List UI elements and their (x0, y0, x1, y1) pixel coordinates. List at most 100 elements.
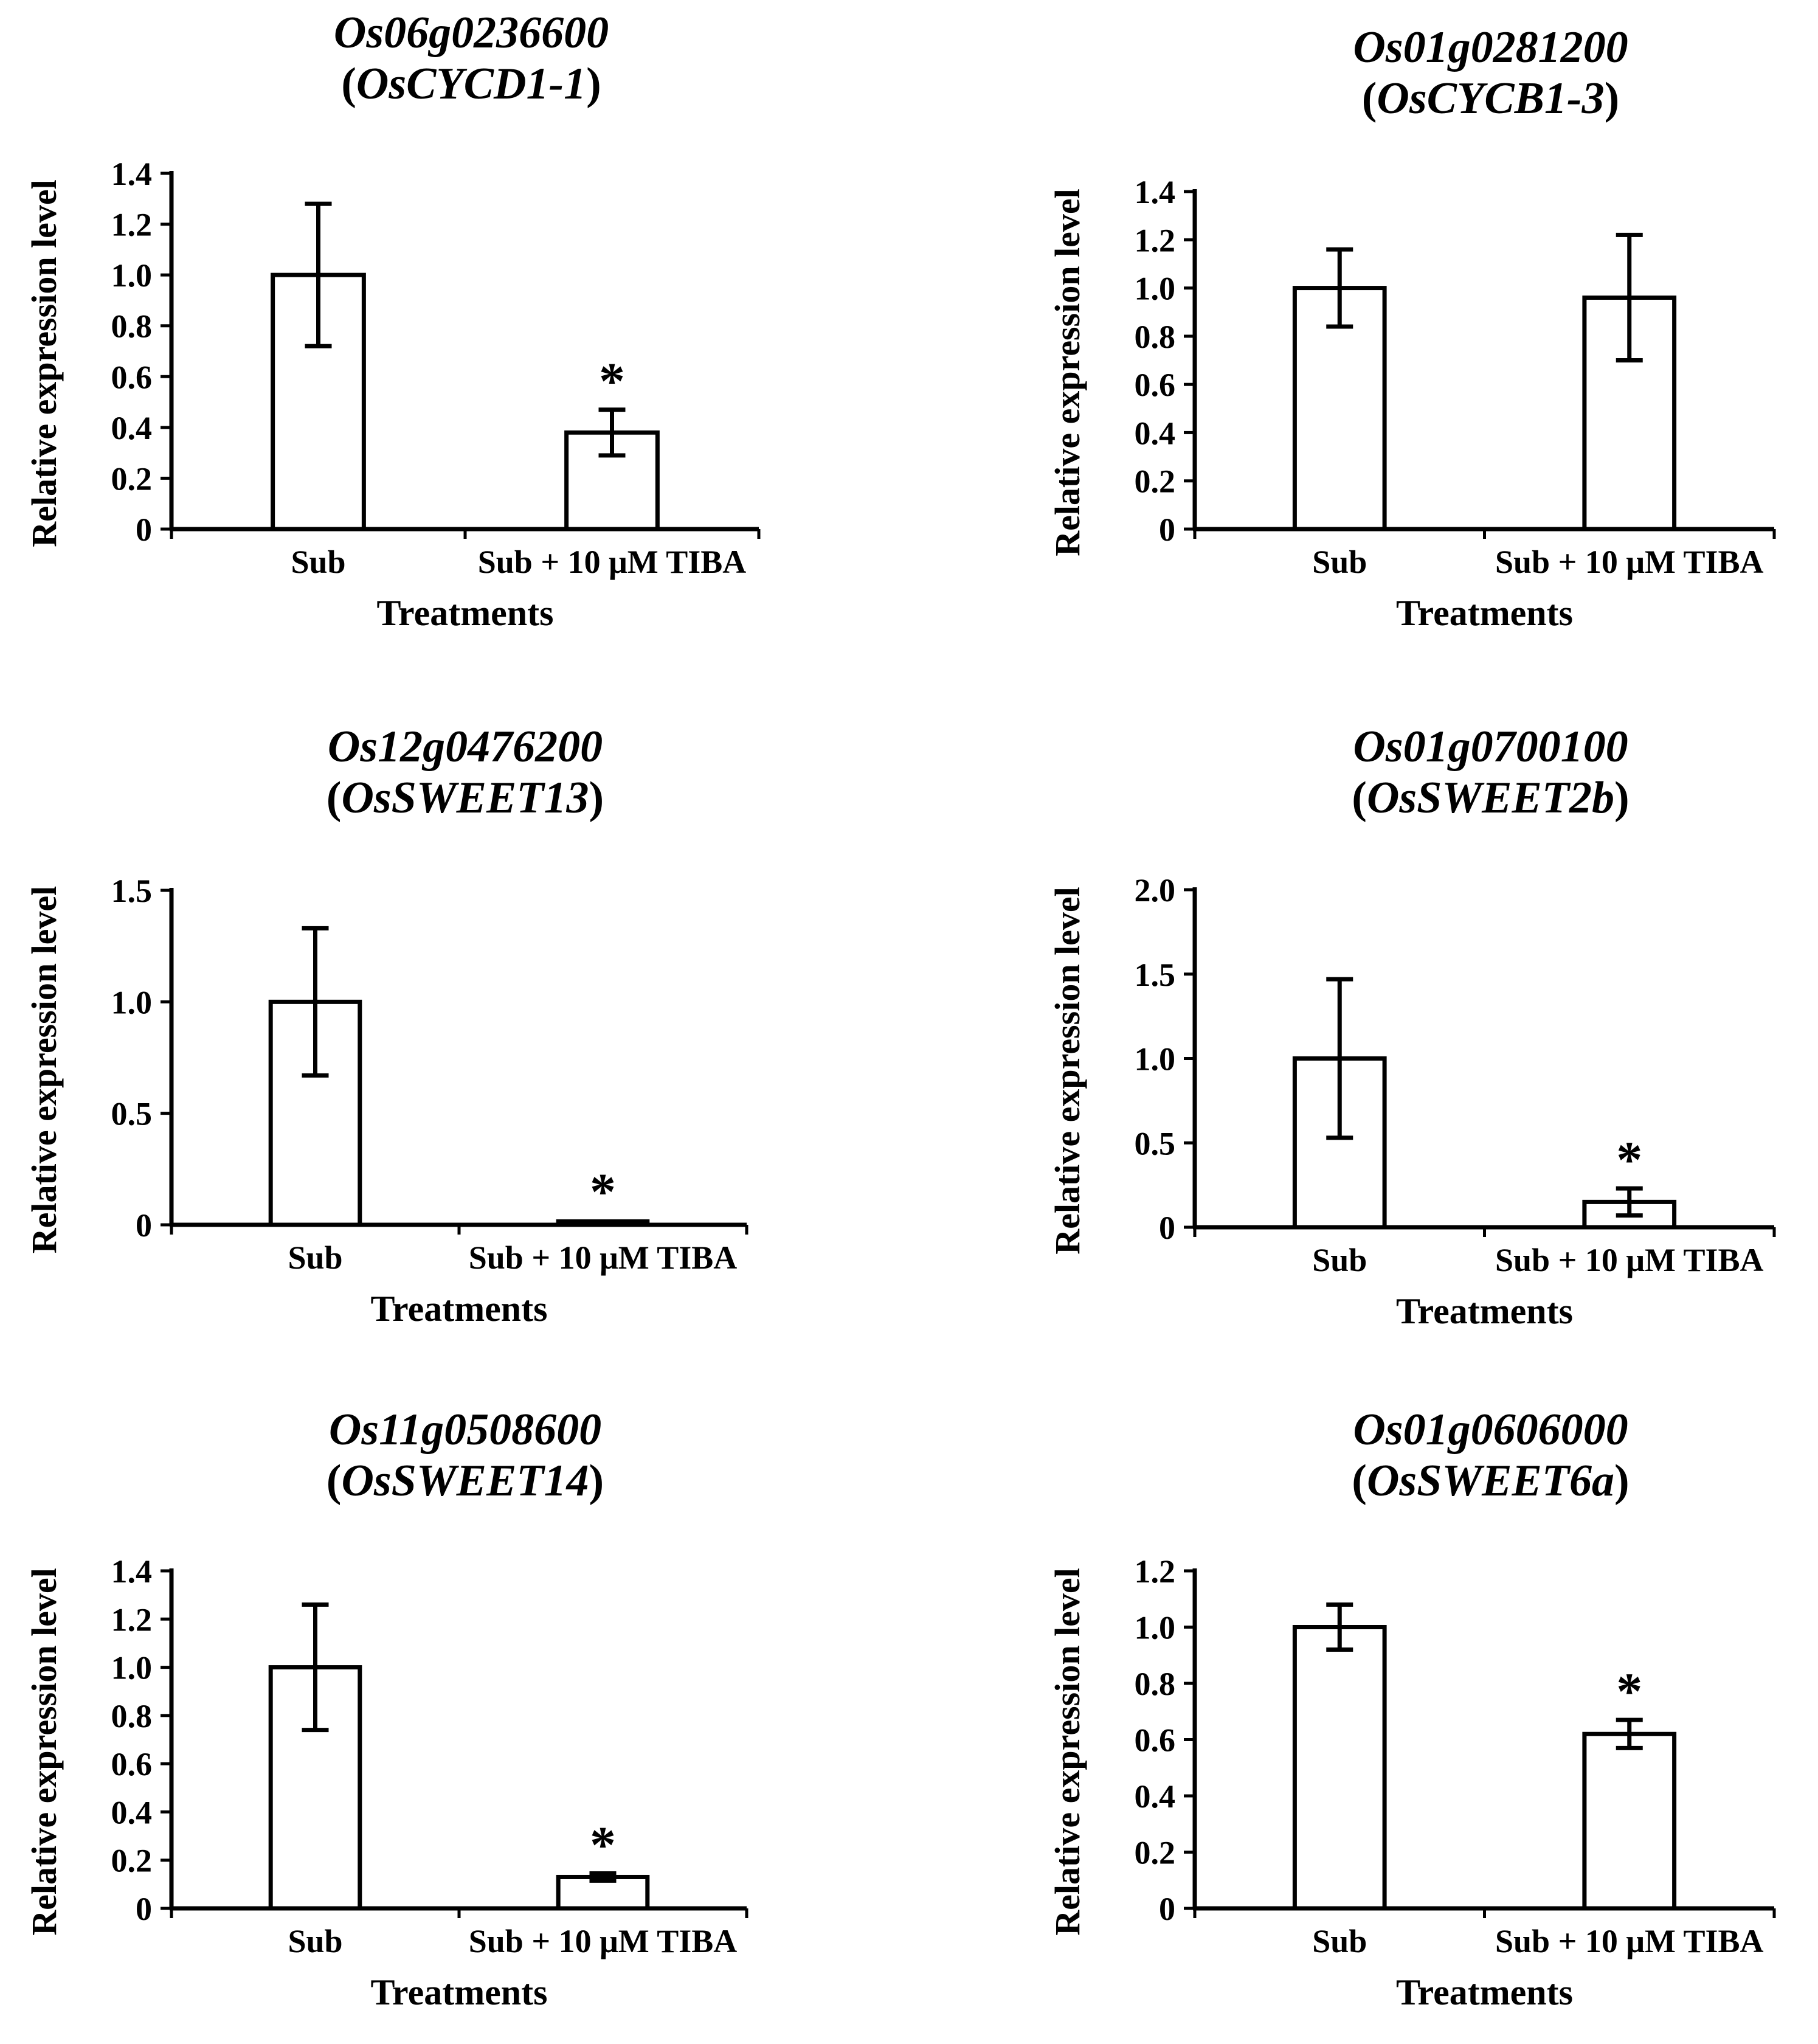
y-tick-label: 0.4 (111, 410, 153, 446)
y-tick-label: 1.4 (111, 156, 153, 192)
chart-title-gene: Os01g0281200 (1353, 23, 1628, 72)
y-tick-label: 0.2 (1135, 463, 1176, 500)
y-tick-label: 0.6 (111, 359, 153, 395)
x-category-label: Sub + 10 μM TIBA (469, 1923, 738, 1959)
chart-title-gene: Os06g0236600 (334, 8, 609, 58)
chart-panel-3: Os12g0476200(OsSWEET13) 0 0.5 1.0 1.5 Sub * Sub… (24, 722, 748, 1329)
error-bar (589, 1871, 617, 1883)
error-bar (302, 926, 329, 1078)
error-bar (302, 1602, 329, 1733)
significance-star: * (1616, 1131, 1642, 1189)
chart-title-gene: Os11g0508600 (329, 1405, 601, 1455)
y-tick-label: 1.2 (1135, 1553, 1176, 1590)
x-category-label: Sub (1312, 1923, 1367, 1959)
y-tick-label: 1.2 (111, 207, 153, 243)
y-tick-label: 0 (136, 511, 152, 548)
y-axis-label: Relative expression level (24, 179, 64, 547)
y-axis-label: Relative expression level (1048, 189, 1087, 556)
x-category-label: Sub + 10 μM TIBA (1495, 1923, 1764, 1959)
y-tick-label: 0 (136, 1207, 152, 1244)
x-category-label: Sub + 10 μM TIBA (1495, 544, 1764, 580)
x-category-label: Sub + 10 μM TIBA (478, 544, 747, 580)
x-category-label: Sub (291, 544, 345, 580)
y-tick-label: 1.5 (1135, 957, 1176, 993)
y-tick-label: 0 (136, 1891, 152, 1927)
chart-panel-4: Os01g0700100(OsSWEET2b) 0 0.5 1.0 1.5 2.0 Sub *… (1048, 722, 1776, 1331)
bar-sub-tiba (556, 1219, 650, 1227)
chart-title-name: (OsCYCB1-3) (1362, 74, 1619, 123)
bar-sub (1292, 1625, 1387, 1911)
error-bar (1326, 1602, 1353, 1652)
y-tick-label: 1.0 (111, 984, 153, 1020)
y-tick-label: 1.0 (1135, 271, 1176, 307)
error-bar (1326, 247, 1353, 329)
y-tick-label: 1.0 (111, 257, 153, 294)
y-tick-label: 0.4 (1135, 1778, 1176, 1815)
chart-title-name: (OsCYCD1-1) (341, 59, 601, 109)
y-tick-label: 1.2 (111, 1601, 153, 1638)
y-tick-label: 0.4 (111, 1794, 153, 1831)
error-bar (1326, 977, 1353, 1140)
y-tick-label: 1.4 (111, 1553, 153, 1590)
chart-title-name: (OsSWEET14) (327, 1456, 604, 1506)
y-tick-label: 0.6 (111, 1746, 153, 1782)
chart-title-gene: Os01g0606000 (1353, 1405, 1628, 1455)
y-tick-label: 0.8 (111, 308, 153, 345)
y-tick-label: 0 (1159, 1210, 1175, 1246)
y-tick-label: 1.0 (111, 1650, 153, 1686)
x-category-label: Sub (288, 1239, 342, 1276)
y-tick-label: 0.5 (1135, 1125, 1176, 1162)
significance-star: * (599, 352, 625, 411)
x-axis-label: Treatments (370, 1972, 547, 2012)
y-tick-label: 0 (1159, 1891, 1175, 1927)
chart-title-gene: Os01g0700100 (1353, 722, 1628, 772)
chart-panel-6: Os01g0606000(OsSWEET6a) 0 0.2 0.4 0.6 0.8 1.0 1… (1048, 1405, 1776, 2012)
y-tick-label: 1.4 (1135, 174, 1176, 210)
y-tick-label: 0.4 (1135, 415, 1176, 451)
y-tick-label: 0 (1159, 511, 1175, 548)
significance-star: * (1616, 1662, 1642, 1720)
bar-sub-tiba (1582, 1731, 1677, 1911)
error-bar (1616, 232, 1643, 362)
x-axis-label: Treatments (376, 593, 553, 633)
y-tick-label: 0.6 (1135, 1722, 1176, 1759)
y-tick-label: 1.0 (1135, 1041, 1176, 1078)
x-category-label: Sub (1312, 544, 1367, 580)
y-axis-label: Relative expression level (24, 886, 64, 1254)
y-axis-label: Relative expression level (24, 1568, 64, 1936)
x-axis-label: Treatments (1396, 593, 1573, 633)
y-tick-label: 0.2 (111, 460, 153, 497)
y-tick-label: 0.8 (1135, 319, 1176, 355)
x-axis-label: Treatments (1396, 1972, 1573, 2012)
y-tick-label: 1.0 (1135, 1610, 1176, 1646)
error-bar (305, 201, 332, 348)
chart-title-name: (OsSWEET2b) (1352, 773, 1629, 823)
chart-title-gene: Os12g0476200 (328, 722, 603, 772)
y-axis-label: Relative expression level (1048, 887, 1087, 1255)
y-axis-label: Relative expression level (1048, 1568, 1087, 1936)
x-category-label: Sub + 10 μM TIBA (469, 1239, 738, 1276)
x-axis-label: Treatments (370, 1289, 547, 1329)
significance-star: * (590, 1816, 616, 1874)
x-category-label: Sub + 10 μM TIBA (1495, 1242, 1764, 1278)
y-tick-label: 1.5 (111, 873, 153, 909)
bar-sub-tiba (556, 1874, 650, 1911)
error-bar (1616, 1717, 1643, 1750)
y-tick-label: 0.6 (1135, 367, 1176, 403)
x-axis-label: Treatments (1396, 1291, 1573, 1331)
y-tick-label: 0.5 (111, 1096, 153, 1132)
x-category-label: Sub (1312, 1242, 1367, 1278)
chart-panel-2: Os01g0281200(OsCYCB1-3) 0 0.2 0.4 0.6 0.8 1.0 1… (1048, 23, 1776, 633)
y-tick-label: 2.0 (1135, 872, 1176, 909)
chart-title-name: (OsSWEET6a) (1352, 1456, 1629, 1506)
significance-star: * (590, 1163, 616, 1221)
chart-title-name: (OsSWEET13) (327, 773, 604, 823)
error-bar (598, 407, 626, 458)
chart-panel-1: Os06g0236600(OsCYCD1-1) 0 0.2 0.4 0.6 0.8 1.0 1… (24, 8, 761, 633)
error-bar (1616, 1186, 1643, 1218)
y-tick-label: 0.8 (1135, 1666, 1176, 1702)
y-tick-label: 0.2 (1135, 1835, 1176, 1871)
chart-panel-5: Os11g0508600(OsSWEET14) 0 0.2 0.4 0.6 0.8 1.0 1… (24, 1405, 748, 2012)
y-tick-label: 1.2 (1135, 222, 1176, 258)
